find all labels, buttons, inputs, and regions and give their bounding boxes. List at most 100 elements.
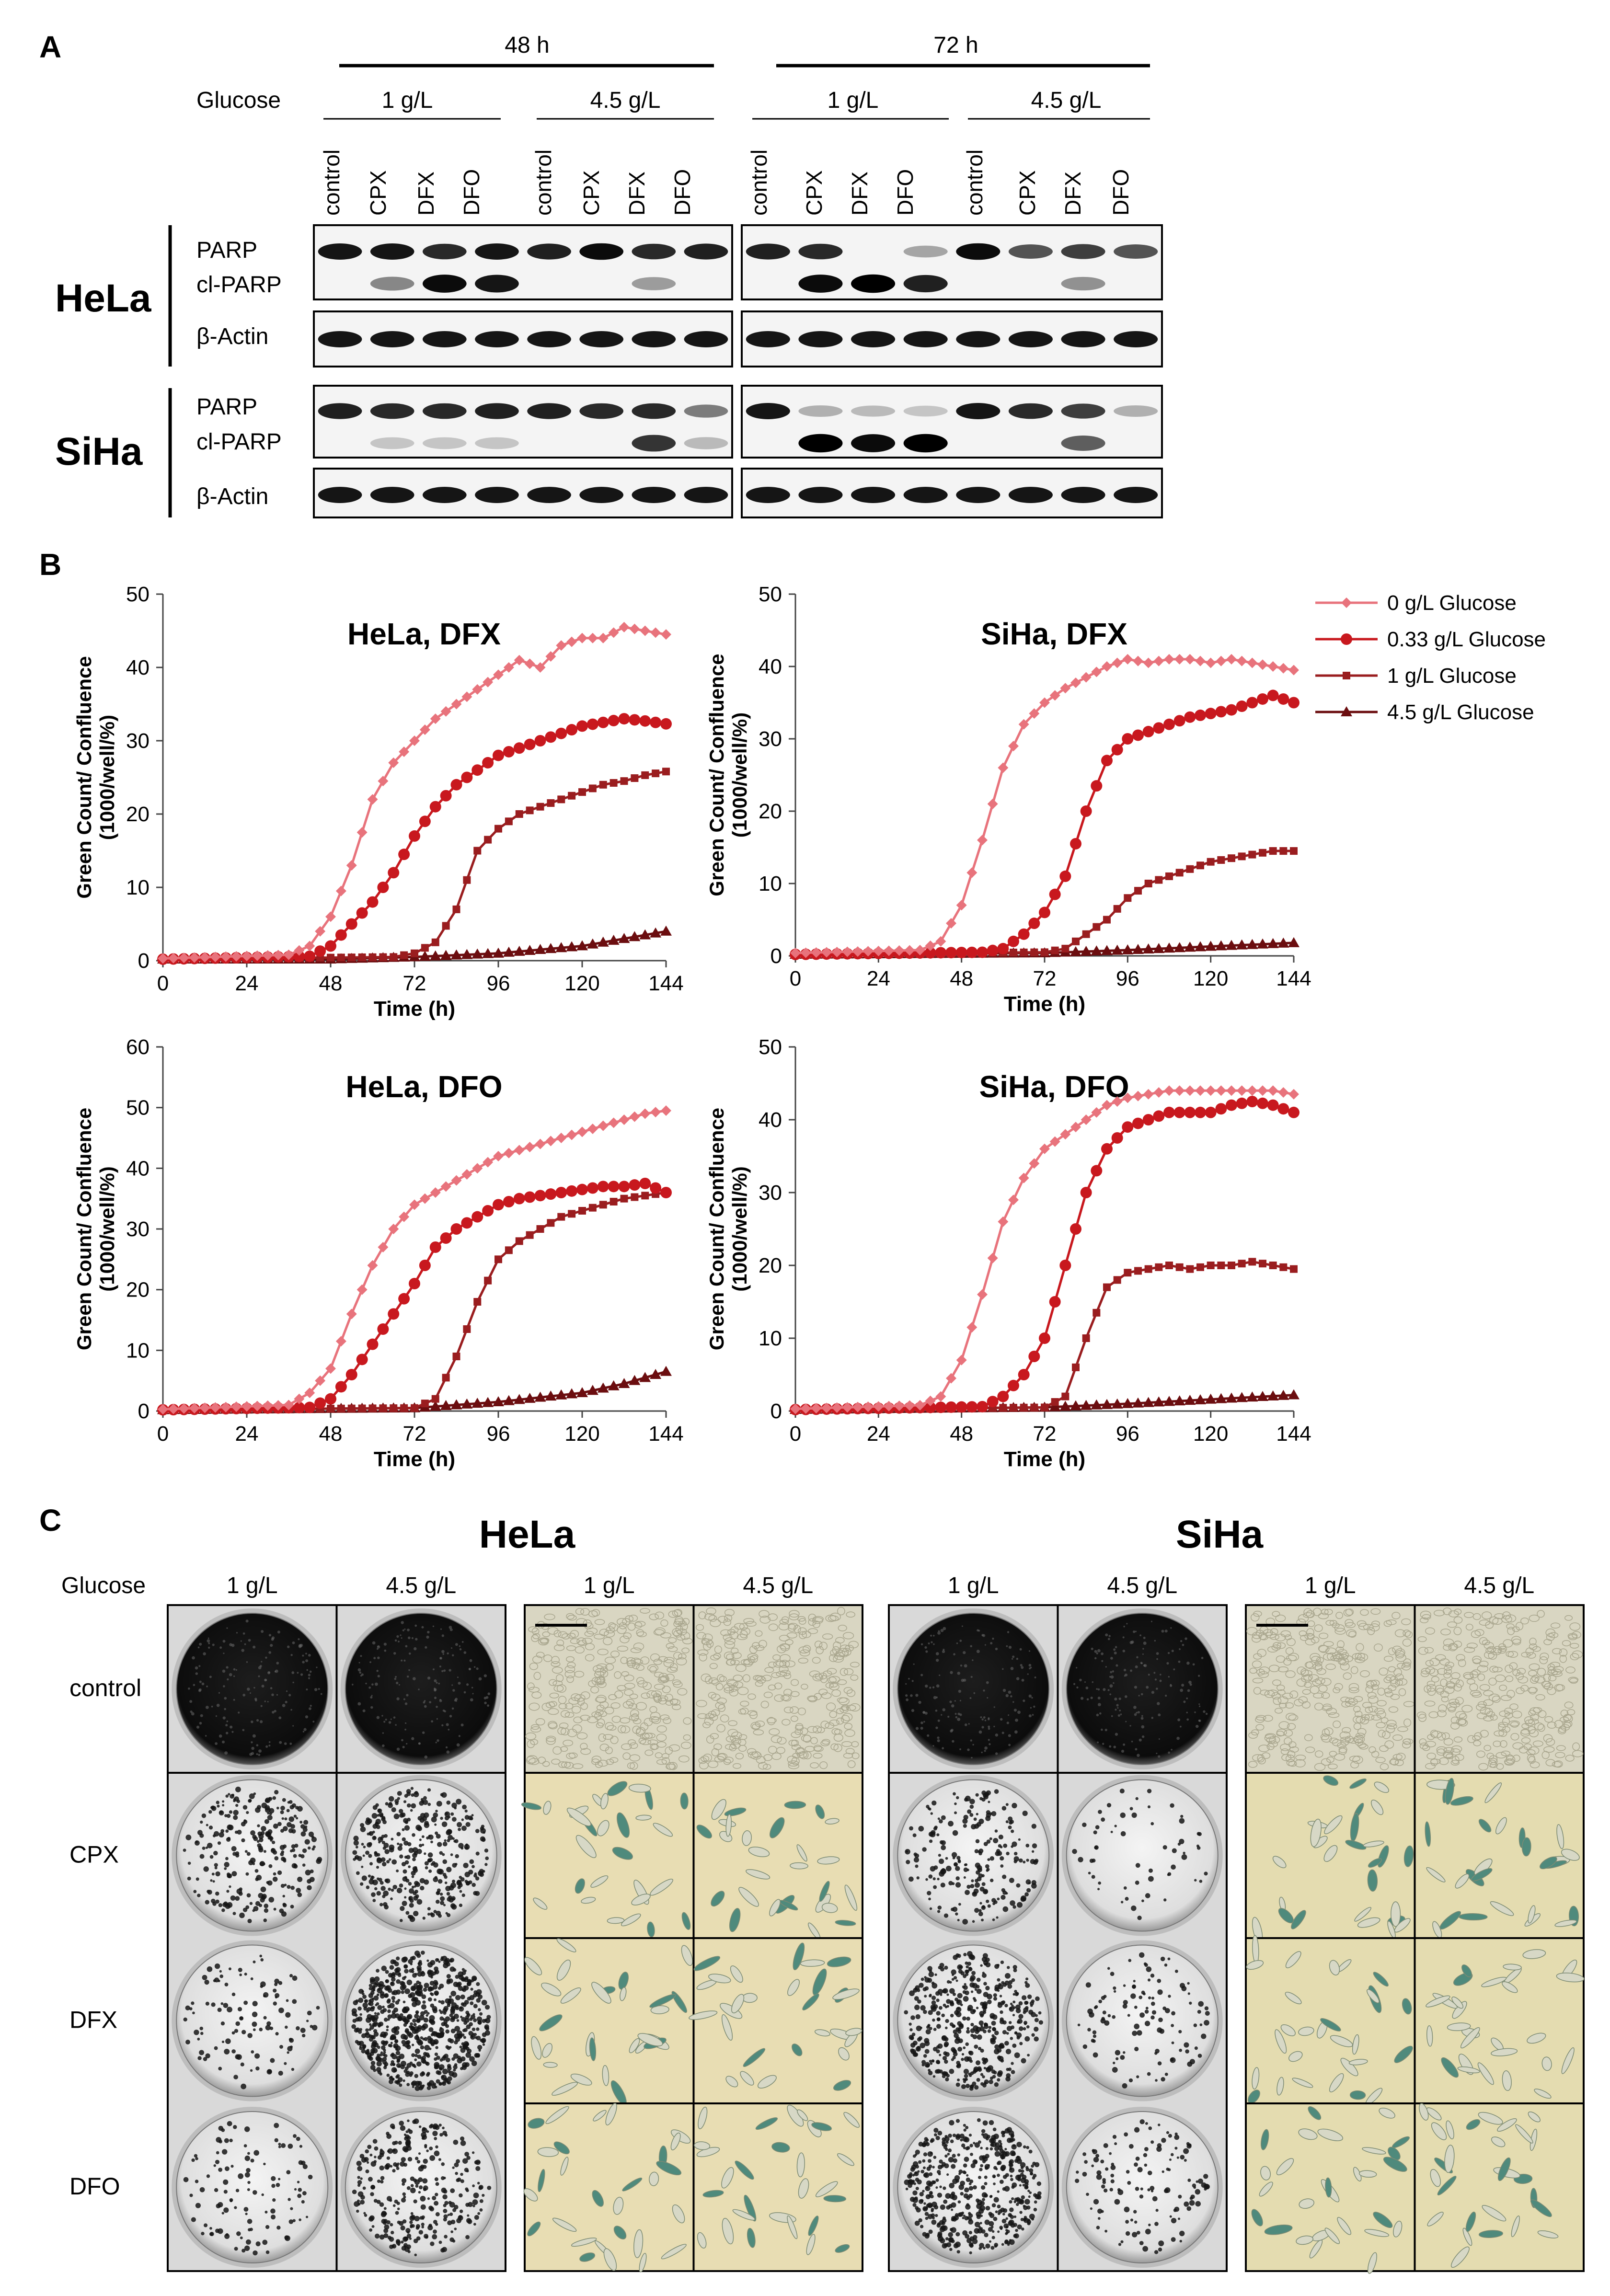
protein-label-parp: PARP bbox=[196, 394, 257, 420]
colony bbox=[1014, 2052, 1020, 2058]
cell bbox=[543, 1801, 552, 1815]
data-point bbox=[831, 1402, 842, 1413]
cell bbox=[570, 1630, 579, 1638]
colony bbox=[437, 1879, 443, 1884]
colony bbox=[245, 1872, 249, 1876]
colony-speck bbox=[233, 1699, 235, 1701]
colony-speck bbox=[478, 1677, 482, 1681]
colony bbox=[944, 1965, 948, 1970]
colony bbox=[445, 1885, 451, 1892]
colony bbox=[412, 1847, 418, 1853]
blot-band bbox=[318, 487, 362, 503]
data-point bbox=[314, 945, 326, 957]
colony bbox=[217, 2228, 223, 2234]
colony bbox=[1163, 1898, 1167, 1902]
colony bbox=[463, 2021, 468, 2025]
cell bbox=[610, 1651, 620, 1658]
colony bbox=[938, 2006, 943, 2010]
colony bbox=[244, 1973, 247, 1976]
colony-speck bbox=[913, 1663, 915, 1665]
colony bbox=[450, 2010, 455, 2015]
blot-band bbox=[746, 243, 790, 260]
colony bbox=[271, 1840, 276, 1844]
cell bbox=[766, 1717, 777, 1723]
data-point bbox=[283, 949, 294, 960]
colony bbox=[373, 2029, 378, 2033]
colony bbox=[263, 2162, 266, 2166]
colony bbox=[433, 2220, 437, 2224]
data-point bbox=[1173, 1395, 1185, 1406]
colony bbox=[260, 1958, 264, 1962]
colony bbox=[273, 1988, 277, 1993]
data-point bbox=[1277, 1103, 1289, 1115]
blot-band bbox=[1061, 436, 1105, 451]
data-point bbox=[1091, 945, 1103, 956]
cell bbox=[715, 1683, 724, 1691]
cell bbox=[759, 1610, 770, 1618]
data-point bbox=[440, 1232, 452, 1244]
blot-band bbox=[956, 487, 1000, 503]
cell bbox=[661, 2244, 687, 2260]
x-tick-label: 144 bbox=[1276, 1422, 1311, 1446]
colony bbox=[458, 2215, 462, 2219]
colony bbox=[376, 2002, 380, 2006]
cell bbox=[542, 1761, 550, 1767]
colony bbox=[445, 2029, 450, 2034]
colony bbox=[288, 1816, 295, 1822]
colony bbox=[227, 1837, 231, 1840]
cell bbox=[779, 1619, 789, 1625]
x-tick-label: 96 bbox=[1116, 967, 1139, 990]
colony bbox=[409, 1969, 413, 1973]
colony bbox=[276, 2226, 281, 2230]
colony bbox=[952, 1992, 956, 1996]
colony bbox=[444, 2235, 448, 2239]
cell bbox=[630, 1762, 638, 1770]
colony bbox=[379, 1981, 384, 1987]
data-point bbox=[399, 746, 410, 757]
colony bbox=[381, 1965, 387, 1971]
colony bbox=[367, 2014, 372, 2020]
colony-speck bbox=[235, 1669, 238, 1671]
data-point bbox=[347, 1404, 356, 1412]
colony-speck bbox=[264, 1678, 267, 1682]
cell bbox=[597, 1759, 609, 1767]
colony bbox=[183, 2017, 187, 2022]
colony bbox=[419, 1838, 422, 1841]
colony bbox=[218, 2202, 223, 2208]
colony bbox=[420, 2204, 426, 2210]
colony-speck bbox=[1115, 1646, 1117, 1649]
colony bbox=[197, 2037, 200, 2041]
cell bbox=[651, 1690, 662, 1698]
colony bbox=[288, 2198, 291, 2201]
cell bbox=[796, 2152, 805, 2178]
colony bbox=[376, 2012, 380, 2016]
blot-band bbox=[370, 331, 414, 347]
cell bbox=[708, 1615, 717, 1622]
data-point bbox=[482, 1205, 494, 1217]
cell bbox=[568, 1697, 580, 1705]
colony bbox=[259, 1954, 263, 1958]
colony bbox=[292, 1975, 298, 1981]
cell bbox=[810, 1762, 819, 1768]
y-tick-label: 20 bbox=[126, 1278, 150, 1302]
colony bbox=[460, 2140, 466, 2146]
cell bbox=[851, 1741, 859, 1747]
colony bbox=[380, 1903, 383, 1906]
cell bbox=[597, 1648, 609, 1655]
colony bbox=[406, 1979, 413, 1986]
colony-speck bbox=[1138, 1695, 1140, 1697]
cell bbox=[531, 1628, 540, 1635]
y-tick-label: 30 bbox=[126, 729, 150, 753]
colony bbox=[185, 1834, 192, 1840]
data-point bbox=[662, 768, 670, 776]
data-point bbox=[946, 918, 956, 929]
colony bbox=[422, 2178, 428, 2184]
dish-conc-label: 4.5 g/L bbox=[386, 1573, 456, 1598]
colony bbox=[398, 2065, 401, 2068]
colony bbox=[399, 1918, 403, 1922]
colony-speck bbox=[471, 1687, 473, 1688]
colony-speck bbox=[920, 1726, 923, 1730]
colony bbox=[235, 1896, 240, 1901]
colony bbox=[1194, 1879, 1197, 1882]
colony bbox=[405, 2228, 411, 2233]
